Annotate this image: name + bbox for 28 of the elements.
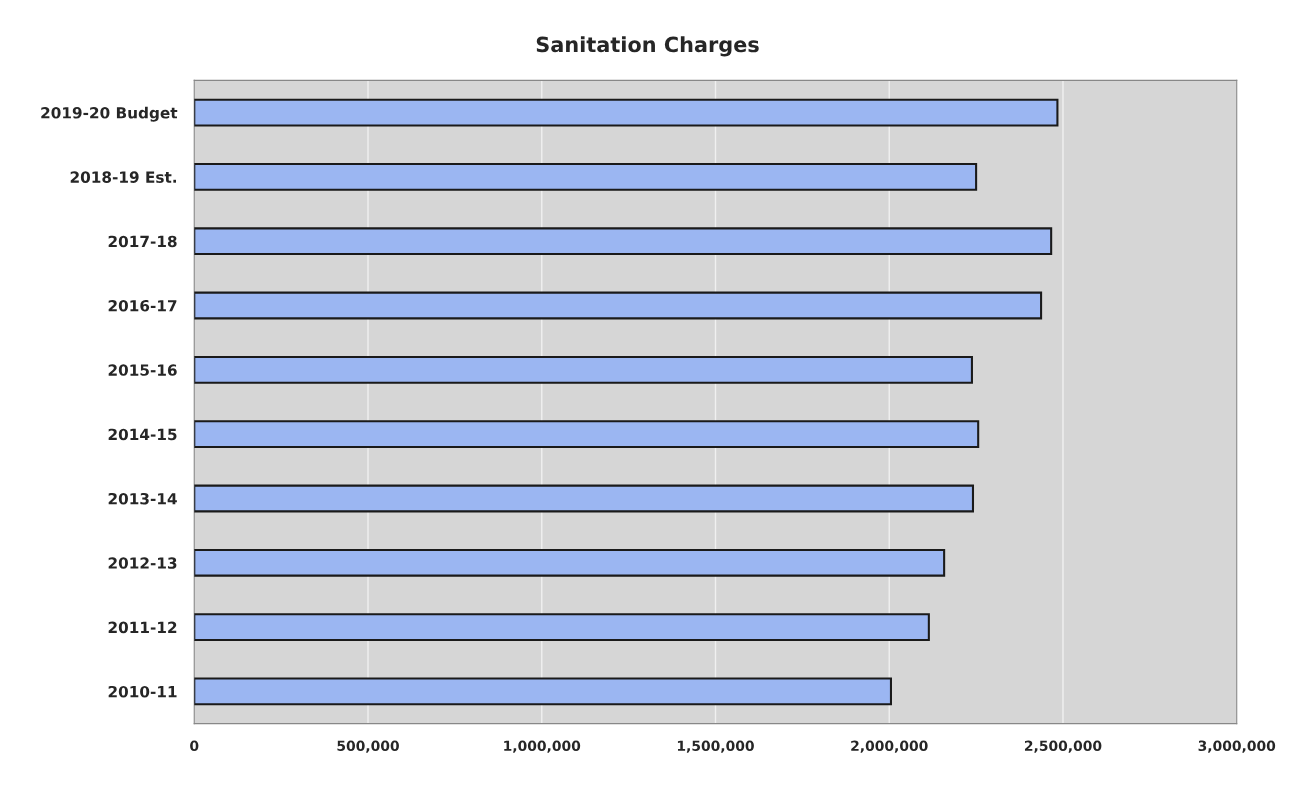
y-tick-label: 2018-19 Est.	[70, 171, 177, 183]
chart-title: Sanitation Charges	[536, 36, 759, 57]
bar	[194, 420, 980, 449]
x-tick-label: 1,500,000	[677, 740, 754, 753]
bar	[194, 677, 893, 706]
y-tick-label: 2016-17	[108, 299, 177, 312]
y-tick-label: 2015-16	[108, 364, 177, 376]
x-tick-label: 2,000,000	[851, 740, 928, 753]
bar	[194, 355, 973, 384]
x-tick-label: 500,000	[337, 740, 399, 753]
bar	[194, 227, 1053, 256]
bar	[194, 98, 1059, 127]
y-tick-label: 2013-14	[108, 492, 177, 505]
y-tick-label: 2019-20 Budget	[41, 106, 178, 122]
y-tick-label: 2011-12	[108, 621, 177, 634]
x-tick-label: 2,500,000	[1024, 740, 1102, 753]
bar	[194, 548, 946, 577]
bar	[194, 162, 978, 191]
y-tick-label: 2014-15	[108, 428, 177, 441]
y-tick-label: 2010-11	[108, 685, 177, 698]
bar	[194, 484, 975, 513]
y-tick-label: 2017-18	[108, 235, 177, 248]
x-tick-label: 0	[190, 740, 199, 752]
x-tick-label: 1,000,000	[504, 740, 581, 753]
y-tick-label: 2012-13	[108, 557, 177, 569]
x-tick-label: 3,000,000	[1198, 740, 1276, 753]
bar	[194, 291, 1043, 320]
bar	[194, 613, 930, 642]
